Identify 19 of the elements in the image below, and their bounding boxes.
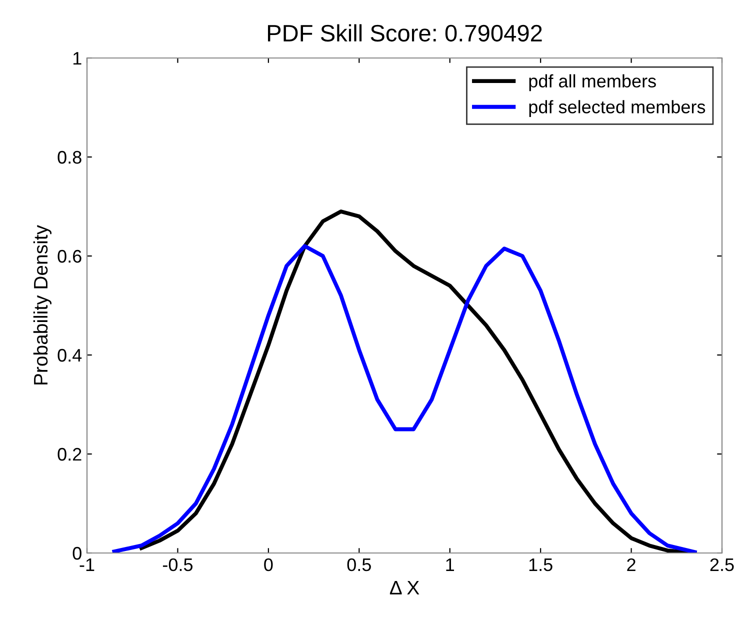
y-tick-label: 0.4: [58, 348, 82, 362]
x-tick-label: 2.5: [710, 558, 734, 572]
x-tick-label: 0: [264, 558, 273, 572]
x-tick-label: 2: [627, 558, 636, 571]
y-axis-title: Probability Density: [33, 225, 52, 384]
x-tick-label: -0.5: [162, 558, 193, 572]
legend-label: pdf all members: [529, 74, 656, 92]
x-tick-label: -1: [80, 558, 94, 571]
y-tick-label: 1: [73, 52, 82, 65]
x-tick-label: 1.5: [529, 558, 552, 572]
chart-title: PDF Skill Score: 0.790492: [268, 24, 542, 42]
y-tick-label: 0.6: [58, 250, 82, 263]
y-tick-label: 0.8: [58, 150, 82, 164]
x-tick-label: 0.5: [347, 558, 371, 572]
x-tick-label: 1: [446, 558, 454, 571]
y-tick-label: 0: [72, 546, 82, 560]
legend-label: pdf selected members: [529, 100, 706, 117]
x-axis-title: Δ X: [390, 580, 420, 594]
y-tick-label: 0.2: [58, 448, 82, 461]
